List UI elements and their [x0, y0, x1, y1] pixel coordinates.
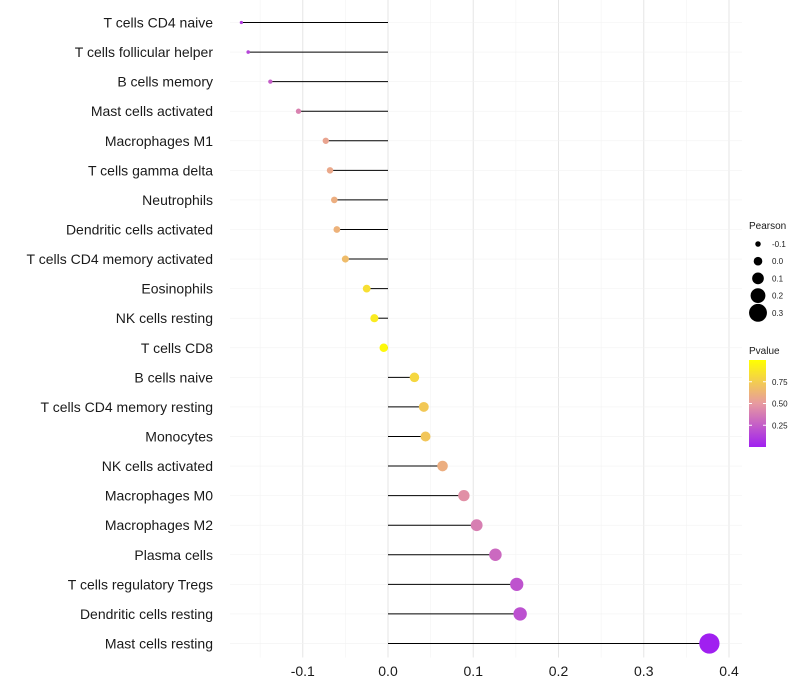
color-legend-label: 0.75 [772, 378, 788, 387]
lollipop-dot [239, 20, 244, 25]
lollipop-dot [341, 255, 349, 263]
lollipop-dot [409, 372, 420, 383]
size-legend-dot [749, 303, 767, 322]
size-legend-title: Pearson [749, 221, 786, 232]
lollipop-dot [330, 196, 338, 204]
category-label: T cells CD4 memory resting [41, 399, 213, 415]
lollipop-dot [322, 137, 329, 144]
x-tick-label: -0.1 [291, 663, 315, 679]
category-label: T cells CD4 memory activated [27, 251, 213, 267]
category-label: B cells naive [134, 369, 213, 385]
lollipop-dot [268, 79, 273, 84]
pvalue-colorbar [749, 360, 766, 447]
size-legend-dot [755, 241, 761, 247]
category-labels: T cells CD4 naive T cells follicular help… [27, 15, 214, 652]
category-label: Dendritic cells resting [80, 606, 213, 622]
size-legend-label: 0.2 [772, 292, 784, 301]
lollipop-dot [458, 489, 470, 502]
legend: Pearson -0.1 0.0 0.1 0.2 0.3 Pvalue 0.75 0.50… [749, 221, 788, 447]
category-label: Macrophages M1 [105, 133, 213, 149]
size-legend-dot [752, 272, 764, 285]
lollipop-dot [420, 431, 431, 442]
size-legend-label: 0.1 [772, 274, 784, 283]
category-label: T cells regulatory Tregs [68, 576, 213, 592]
category-label: Neutrophils [142, 192, 213, 208]
lollipop-dot [489, 548, 502, 562]
lollipop-dot [295, 108, 302, 114]
lollipop-stems [241, 22, 710, 644]
lollipop-dot [437, 460, 448, 472]
category-label: B cells memory [117, 74, 213, 90]
lollipop-dot [379, 343, 388, 352]
size-legend-entries: -0.1 0.0 0.1 0.2 0.3 [749, 240, 786, 322]
lollipop-dot [510, 577, 524, 591]
lollipop-dot [246, 50, 250, 54]
category-label: T cells follicular helper [75, 44, 214, 60]
lollipop-dot [326, 167, 334, 174]
color-legend-ticks: 0.75 0.50 0.25 [749, 378, 788, 430]
lollipop-dot [418, 401, 429, 412]
size-legend-label: 0.3 [772, 309, 784, 318]
size-legend-dot [753, 256, 763, 266]
grid [230, 0, 742, 658]
color-legend-label: 0.25 [772, 421, 788, 430]
x-tick-label: 0.2 [549, 663, 569, 679]
category-label: Mast cells resting [105, 635, 213, 651]
category-label: NK cells activated [102, 458, 213, 474]
category-label: Eosinophils [141, 281, 213, 297]
category-label: Plasma cells [134, 547, 213, 563]
lollipop-dot [699, 633, 720, 654]
category-label: T cells CD4 naive [104, 15, 214, 31]
x-axis-tick-labels: -0.1 0.0 0.1 0.2 0.3 0.4 [291, 663, 739, 679]
lollipop-dot [470, 519, 483, 532]
x-tick-label: 0.3 [634, 663, 654, 679]
lollipop-dot [513, 607, 527, 621]
size-legend-label: 0.0 [772, 257, 784, 266]
category-label: Monocytes [145, 428, 213, 444]
x-tick-label: 0.1 [464, 663, 484, 679]
category-label: Mast cells activated [91, 103, 213, 119]
category-label: T cells CD8 [141, 340, 213, 356]
color-legend-label: 0.50 [772, 400, 788, 409]
color-legend-title: Pvalue [749, 346, 780, 357]
category-label: Dendritic cells activated [66, 221, 213, 237]
lollipop-dot [370, 314, 379, 323]
x-tick-label: 0.4 [719, 663, 739, 679]
category-label: Macrophages M0 [105, 488, 213, 504]
x-tick-label: 0.0 [378, 663, 398, 679]
category-label: Macrophages M2 [105, 517, 213, 533]
category-label: T cells gamma delta [88, 162, 213, 178]
size-legend-dot [750, 288, 766, 303]
lollipop-dot [333, 226, 341, 233]
category-label: NK cells resting [116, 310, 213, 326]
size-legend-label: -0.1 [772, 240, 786, 249]
lollipop-dots [239, 20, 720, 654]
lollipop-dot [362, 284, 371, 293]
